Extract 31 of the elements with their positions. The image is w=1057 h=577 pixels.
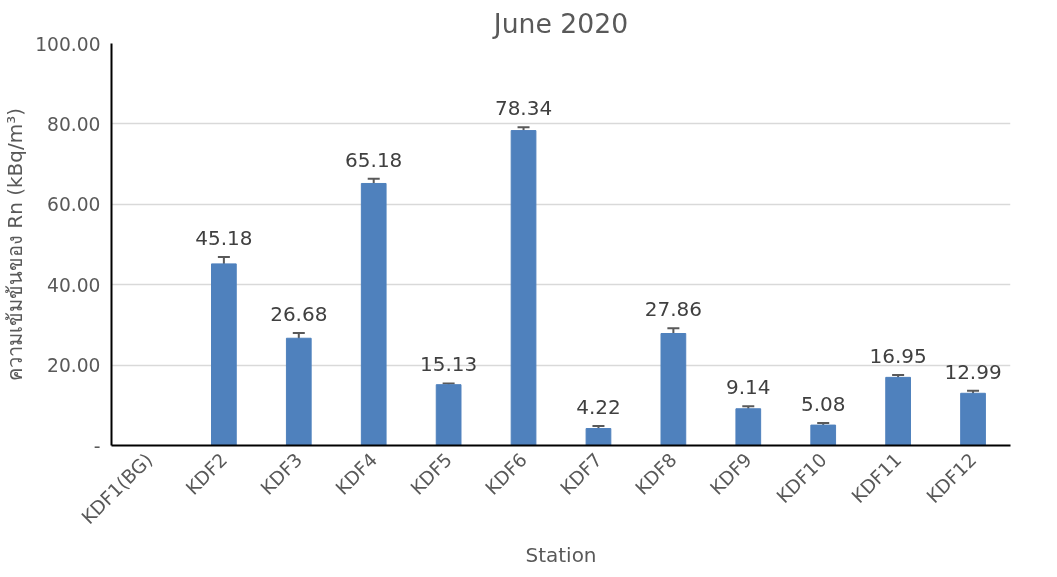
bar [585, 428, 612, 446]
bar [810, 424, 837, 446]
bar [735, 408, 762, 446]
y-axis-title: ความเข้มข้นของ Rn (kBq/m³) [3, 107, 28, 382]
bar [885, 376, 911, 446]
x-axis-title: Station [525, 543, 597, 568]
bar [960, 392, 986, 446]
y-tick-label: 40.00 [47, 274, 101, 296]
data-label: 78.34 [494, 96, 553, 121]
data-label: 27.86 [644, 297, 703, 322]
data-label: 5.08 [800, 392, 846, 417]
y-tick-label: 60.00 [47, 194, 101, 216]
y-tick-label: 20.00 [47, 355, 101, 377]
data-label: 9.14 [726, 375, 771, 400]
bar [211, 263, 237, 446]
data-label: 15.13 [420, 352, 478, 377]
data-label: 26.68 [270, 302, 328, 327]
data-label: 65.18 [345, 147, 403, 172]
y-tick-label: 80.00 [47, 113, 101, 135]
data-label: 45.18 [195, 226, 253, 251]
y-tick-label: - [93, 435, 101, 457]
data-label: 4.22 [576, 395, 621, 420]
bar [510, 130, 537, 446]
bar [660, 333, 687, 446]
data-label: 12.99 [944, 359, 1002, 384]
chart-title: June 2020 [491, 7, 629, 39]
bar [285, 337, 312, 446]
y-tick-label: 100.00 [35, 33, 101, 55]
data-label: 16.95 [869, 343, 927, 368]
bar [360, 182, 387, 446]
bar [435, 384, 462, 446]
